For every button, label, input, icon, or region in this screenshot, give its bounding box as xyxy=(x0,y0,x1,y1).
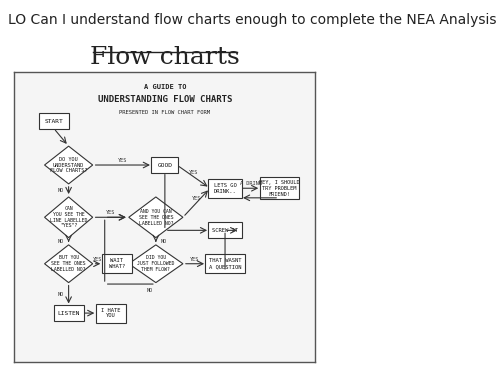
Text: Flow charts: Flow charts xyxy=(90,46,240,69)
Text: LO Can I understand flow charts enough to complete the NEA Analysis section?: LO Can I understand flow charts enough t… xyxy=(8,12,500,27)
